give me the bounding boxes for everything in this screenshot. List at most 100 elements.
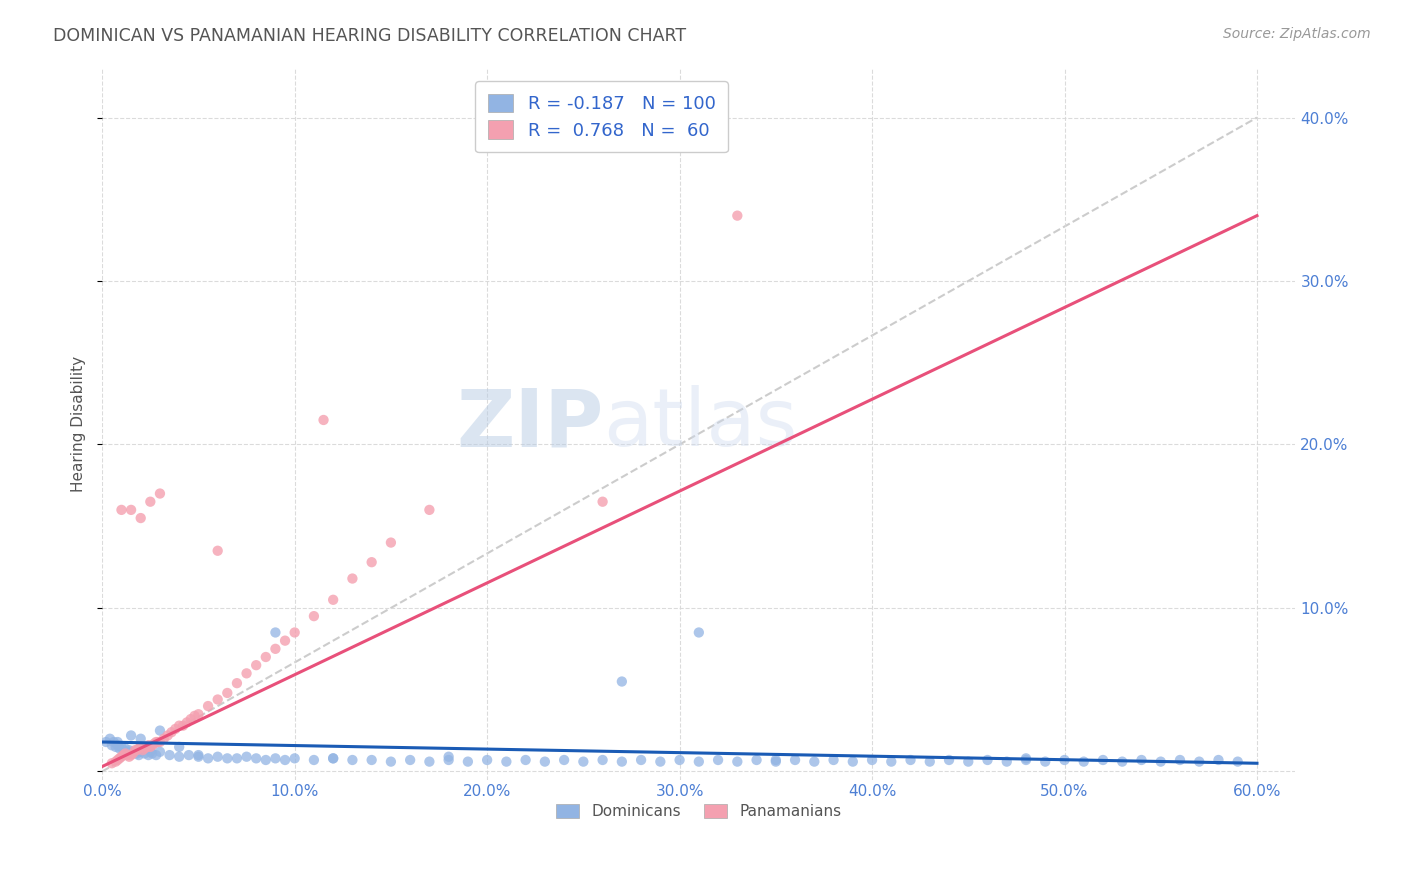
Point	[187, 707, 209, 722]
Point	[217, 686, 239, 700]
Point	[120, 745, 142, 759]
Point	[322, 751, 344, 765]
Point	[765, 755, 787, 769]
Point	[245, 751, 267, 765]
Point	[264, 641, 287, 656]
Point	[475, 753, 498, 767]
Point	[437, 753, 460, 767]
Point	[159, 748, 181, 763]
Point	[128, 748, 150, 763]
Point	[1015, 751, 1038, 765]
Point	[842, 755, 865, 769]
Point	[128, 741, 150, 756]
Point	[141, 739, 163, 753]
Point	[284, 625, 307, 640]
Point	[765, 753, 787, 767]
Point	[380, 535, 402, 549]
Point	[141, 747, 163, 761]
Point	[284, 751, 307, 765]
Point	[322, 751, 344, 765]
Point	[322, 592, 344, 607]
Point	[101, 739, 124, 753]
Point	[108, 751, 131, 765]
Point	[138, 739, 160, 753]
Point	[110, 503, 132, 517]
Point	[1188, 755, 1211, 769]
Point	[107, 753, 129, 767]
Text: ZIP: ZIP	[456, 385, 603, 463]
Point	[707, 753, 730, 767]
Point	[118, 749, 141, 764]
Point	[134, 741, 156, 756]
Point	[124, 743, 146, 757]
Point	[803, 755, 825, 769]
Text: DOMINICAN VS PANAMANIAN HEARING DISABILITY CORRELATION CHART: DOMINICAN VS PANAMANIAN HEARING DISABILI…	[53, 27, 686, 45]
Point	[139, 745, 162, 759]
Point	[1150, 755, 1173, 769]
Point	[688, 625, 710, 640]
Point	[207, 692, 229, 706]
Point	[114, 741, 136, 756]
Point	[274, 753, 297, 767]
Point	[783, 753, 806, 767]
Point	[107, 735, 129, 749]
Point	[900, 753, 922, 767]
Point	[115, 745, 138, 759]
Point	[176, 715, 198, 730]
Point	[264, 751, 287, 765]
Point	[1091, 753, 1114, 767]
Point	[725, 755, 748, 769]
Point	[172, 719, 194, 733]
Point	[134, 747, 156, 761]
Point	[226, 751, 249, 765]
Point	[995, 755, 1018, 769]
Point	[139, 494, 162, 508]
Point	[207, 749, 229, 764]
Text: atlas: atlas	[603, 385, 797, 463]
Point	[183, 709, 205, 723]
Point	[108, 741, 131, 756]
Point	[312, 413, 335, 427]
Point	[1111, 755, 1133, 769]
Point	[167, 739, 190, 754]
Point	[274, 633, 297, 648]
Point	[145, 748, 167, 763]
Point	[495, 755, 517, 769]
Point	[149, 745, 172, 759]
Point	[650, 755, 672, 769]
Point	[1033, 755, 1056, 769]
Point	[143, 737, 166, 751]
Y-axis label: Hearing Disability: Hearing Disability	[72, 356, 86, 492]
Point	[235, 749, 257, 764]
Point	[149, 723, 172, 738]
Point	[668, 753, 690, 767]
Point	[418, 755, 440, 769]
Point	[112, 748, 135, 763]
Point	[167, 749, 190, 764]
Point	[534, 755, 557, 769]
Point	[418, 503, 440, 517]
Point	[302, 753, 325, 767]
Point	[129, 739, 152, 754]
Point	[104, 755, 127, 769]
Point	[120, 748, 142, 763]
Point	[122, 747, 145, 761]
Point	[160, 725, 183, 739]
Point	[610, 674, 633, 689]
Point	[101, 756, 124, 771]
Point	[938, 753, 960, 767]
Point	[131, 743, 153, 757]
Point	[226, 676, 249, 690]
Point	[146, 735, 169, 749]
Point	[1015, 753, 1038, 767]
Point	[342, 572, 364, 586]
Point	[823, 753, 845, 767]
Point	[107, 739, 129, 753]
Point	[156, 729, 179, 743]
Point	[112, 743, 135, 757]
Point	[125, 743, 148, 757]
Point	[235, 666, 257, 681]
Point	[118, 743, 141, 757]
Point	[139, 739, 162, 754]
Point	[120, 729, 142, 743]
